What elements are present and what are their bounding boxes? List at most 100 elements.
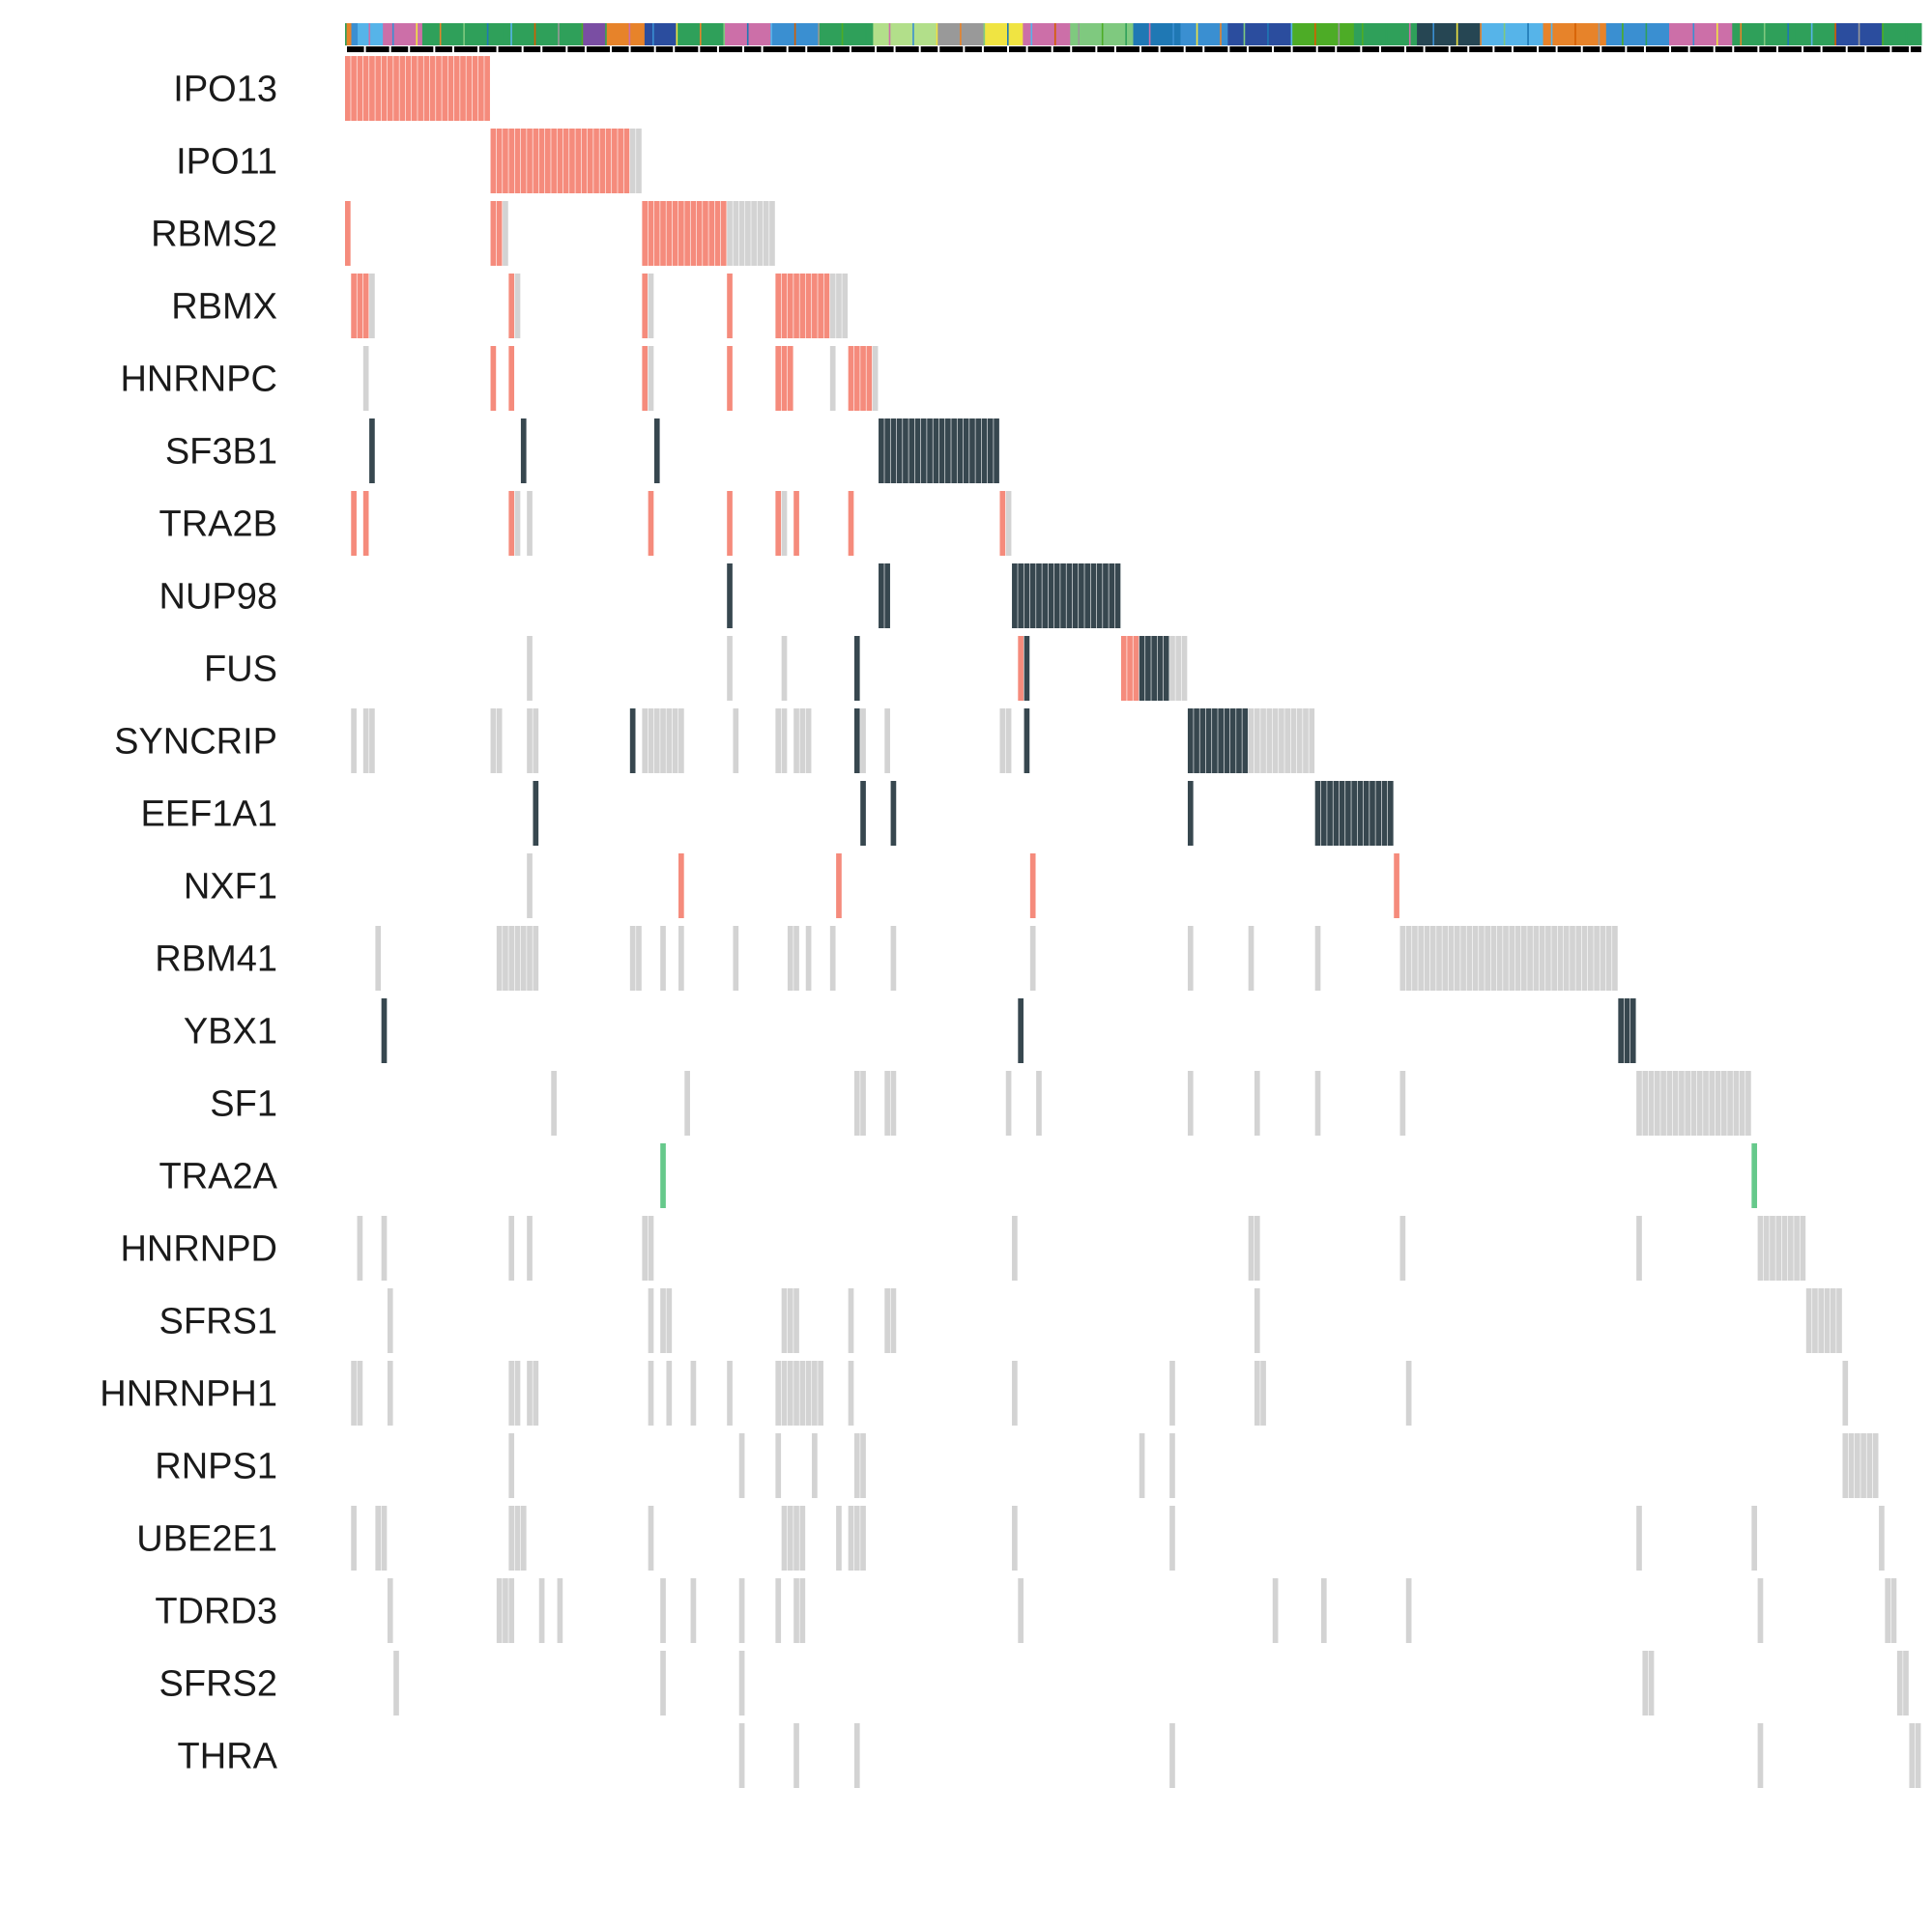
annotation-stripe	[533, 23, 536, 45]
alteration-cell-hnrnph1-gray	[533, 1361, 539, 1426]
annotation-stripe	[1882, 23, 1884, 45]
alteration-cell-eef1a1-dark	[1370, 781, 1375, 846]
alteration-cell-tdrd3-gray	[1320, 1578, 1327, 1643]
alteration-cell-fus-salmon	[1120, 636, 1127, 701]
alteration-cell-ipo11-salmon	[575, 129, 582, 193]
annotation-gap	[1095, 46, 1098, 52]
alteration-cell-hnrnpc-gray	[362, 346, 369, 411]
annotation-stripe	[746, 23, 749, 45]
annotation-gap	[1713, 46, 1716, 52]
annotation-stripe	[1574, 23, 1576, 45]
alteration-cell-fus-gray	[527, 636, 533, 701]
annotation-segment	[421, 23, 461, 45]
gene-label: SYNCRIP	[114, 722, 277, 763]
annotation-stripe	[345, 23, 347, 45]
alteration-cell-rnps1-gray	[1872, 1433, 1879, 1498]
alteration-cell-sfrs1-gray	[1818, 1288, 1825, 1353]
annotation-segment	[345, 23, 353, 45]
alteration-cell-tra2b-salmon	[648, 491, 654, 556]
alteration-cell-sf3b1-dark	[903, 418, 908, 483]
alteration-cell-tra2b-salmon	[727, 491, 733, 556]
alteration-cell-ube2e1-gray	[793, 1506, 799, 1571]
alteration-cell-tra2b-gray	[527, 491, 533, 556]
alteration-cell-hnrnpc-salmon	[508, 346, 515, 411]
alteration-cell-sf3b1-dark	[927, 418, 933, 483]
alteration-cell-ipo11-salmon	[496, 129, 503, 193]
alteration-cell-rbms2-gray	[745, 201, 751, 266]
annotation-segment	[1417, 23, 1481, 45]
alteration-cell-sfrs2-gray	[1642, 1651, 1649, 1716]
annotation-stripe	[652, 23, 654, 45]
alteration-cell-ipo11-salmon	[545, 129, 551, 193]
annotation-stripe	[1905, 23, 1908, 45]
alteration-cell-tdrd3-gray	[496, 1578, 503, 1643]
annotation-gap	[1378, 46, 1381, 52]
alteration-cell-syncrip-gray	[1296, 708, 1303, 773]
gene-label: RBM41	[155, 939, 277, 980]
alteration-cell-hnrnpd-gray	[527, 1216, 533, 1281]
alteration-cell-hnrnph1-gray	[357, 1361, 363, 1426]
alteration-cell-hnrnph1-gray	[787, 1361, 793, 1426]
alteration-cell-rbmx-salmon	[775, 274, 782, 338]
alteration-cell-sfrs1-gray	[848, 1288, 854, 1353]
alteration-cell-sf1-gray	[1642, 1071, 1649, 1136]
alteration-cell-sf1-gray	[1715, 1071, 1721, 1136]
alteration-cell-syncrip-gray	[527, 708, 533, 773]
alteration-cell-rnps1-gray	[508, 1433, 515, 1498]
alteration-cell-sfrs1-gray	[884, 1288, 890, 1353]
alteration-cell-nup98-dark	[879, 563, 884, 628]
alteration-cell-thra-gray	[1169, 1723, 1175, 1788]
annotation-gap	[1070, 46, 1073, 52]
annotation-gap	[1757, 46, 1760, 52]
annotation-gap	[1889, 46, 1892, 52]
alteration-cell-rnps1-gray	[860, 1433, 866, 1498]
annotation-stripe	[1267, 23, 1269, 45]
alteration-cell-syncrip-gray	[793, 708, 799, 773]
annotation-stripe	[1030, 23, 1033, 45]
alteration-cell-sf3b1-dark	[908, 418, 915, 483]
alteration-cell-rbmx-salmon	[727, 274, 733, 338]
alteration-cell-rbms2-salmon	[684, 201, 690, 266]
alteration-cell-rbm41-gray	[1605, 926, 1612, 991]
alteration-cell-sfrs1-gray	[1805, 1288, 1812, 1353]
alteration-cell-hnrnpc-salmon	[860, 346, 866, 411]
annotation-gap	[628, 46, 631, 52]
alteration-cell-hnrnph1-gray	[818, 1361, 823, 1426]
annotation-stripe	[723, 23, 726, 45]
alteration-cell-rbms2-gray	[757, 201, 764, 266]
alteration-cell-rbm41-gray	[1399, 926, 1406, 991]
alteration-cell-sf1-gray	[853, 1071, 860, 1136]
alteration-cell-hnrnpc-salmon	[848, 346, 854, 411]
alteration-cell-tdrd3-gray	[1757, 1578, 1764, 1643]
annotation-gap	[408, 46, 411, 52]
alteration-cell-rbm41-gray	[520, 926, 527, 991]
gene-label: TRA2B	[159, 505, 277, 545]
alteration-cell-rbm41-gray	[1479, 926, 1485, 991]
alteration-cell-syncrip-gray	[496, 708, 503, 773]
annotation-gap	[1467, 46, 1470, 52]
alteration-cell-rbm41-gray	[1594, 926, 1600, 991]
alteration-cell-rbm41-gray	[660, 926, 666, 991]
annotation-stripe	[1078, 23, 1081, 45]
alteration-cell-sf3b1-dark	[933, 418, 939, 483]
alteration-cell-sfrs2-gray	[738, 1651, 745, 1716]
alteration-cell-sf1-gray	[1399, 1071, 1406, 1136]
alteration-cell-sf3b1-dark	[653, 418, 660, 483]
annotation-stripe	[486, 23, 489, 45]
alteration-cell-sf1-gray	[1654, 1071, 1660, 1136]
annotation-segment	[581, 23, 606, 45]
alteration-cell-nup98-dark	[1103, 563, 1109, 628]
alteration-cell-ube2e1-gray	[514, 1506, 521, 1571]
alteration-cell-ipo13-salmon	[412, 56, 418, 121]
alteration-cell-hnrnpd-gray	[1770, 1216, 1775, 1281]
alteration-cell-rbmx-salmon	[787, 274, 793, 338]
alteration-cell-nup98-dark	[1096, 563, 1103, 628]
alteration-cell-syncrip-gray	[781, 708, 788, 773]
alteration-cell-nup98-dark	[727, 563, 733, 628]
alteration-cell-rnps1-gray	[1139, 1433, 1145, 1498]
alteration-cell-rbm41-gray	[1545, 926, 1551, 991]
annotation-stripe	[770, 23, 772, 45]
alteration-cell-rbms2-salmon	[708, 201, 715, 266]
alteration-cell-tra2a-green	[1751, 1143, 1758, 1208]
